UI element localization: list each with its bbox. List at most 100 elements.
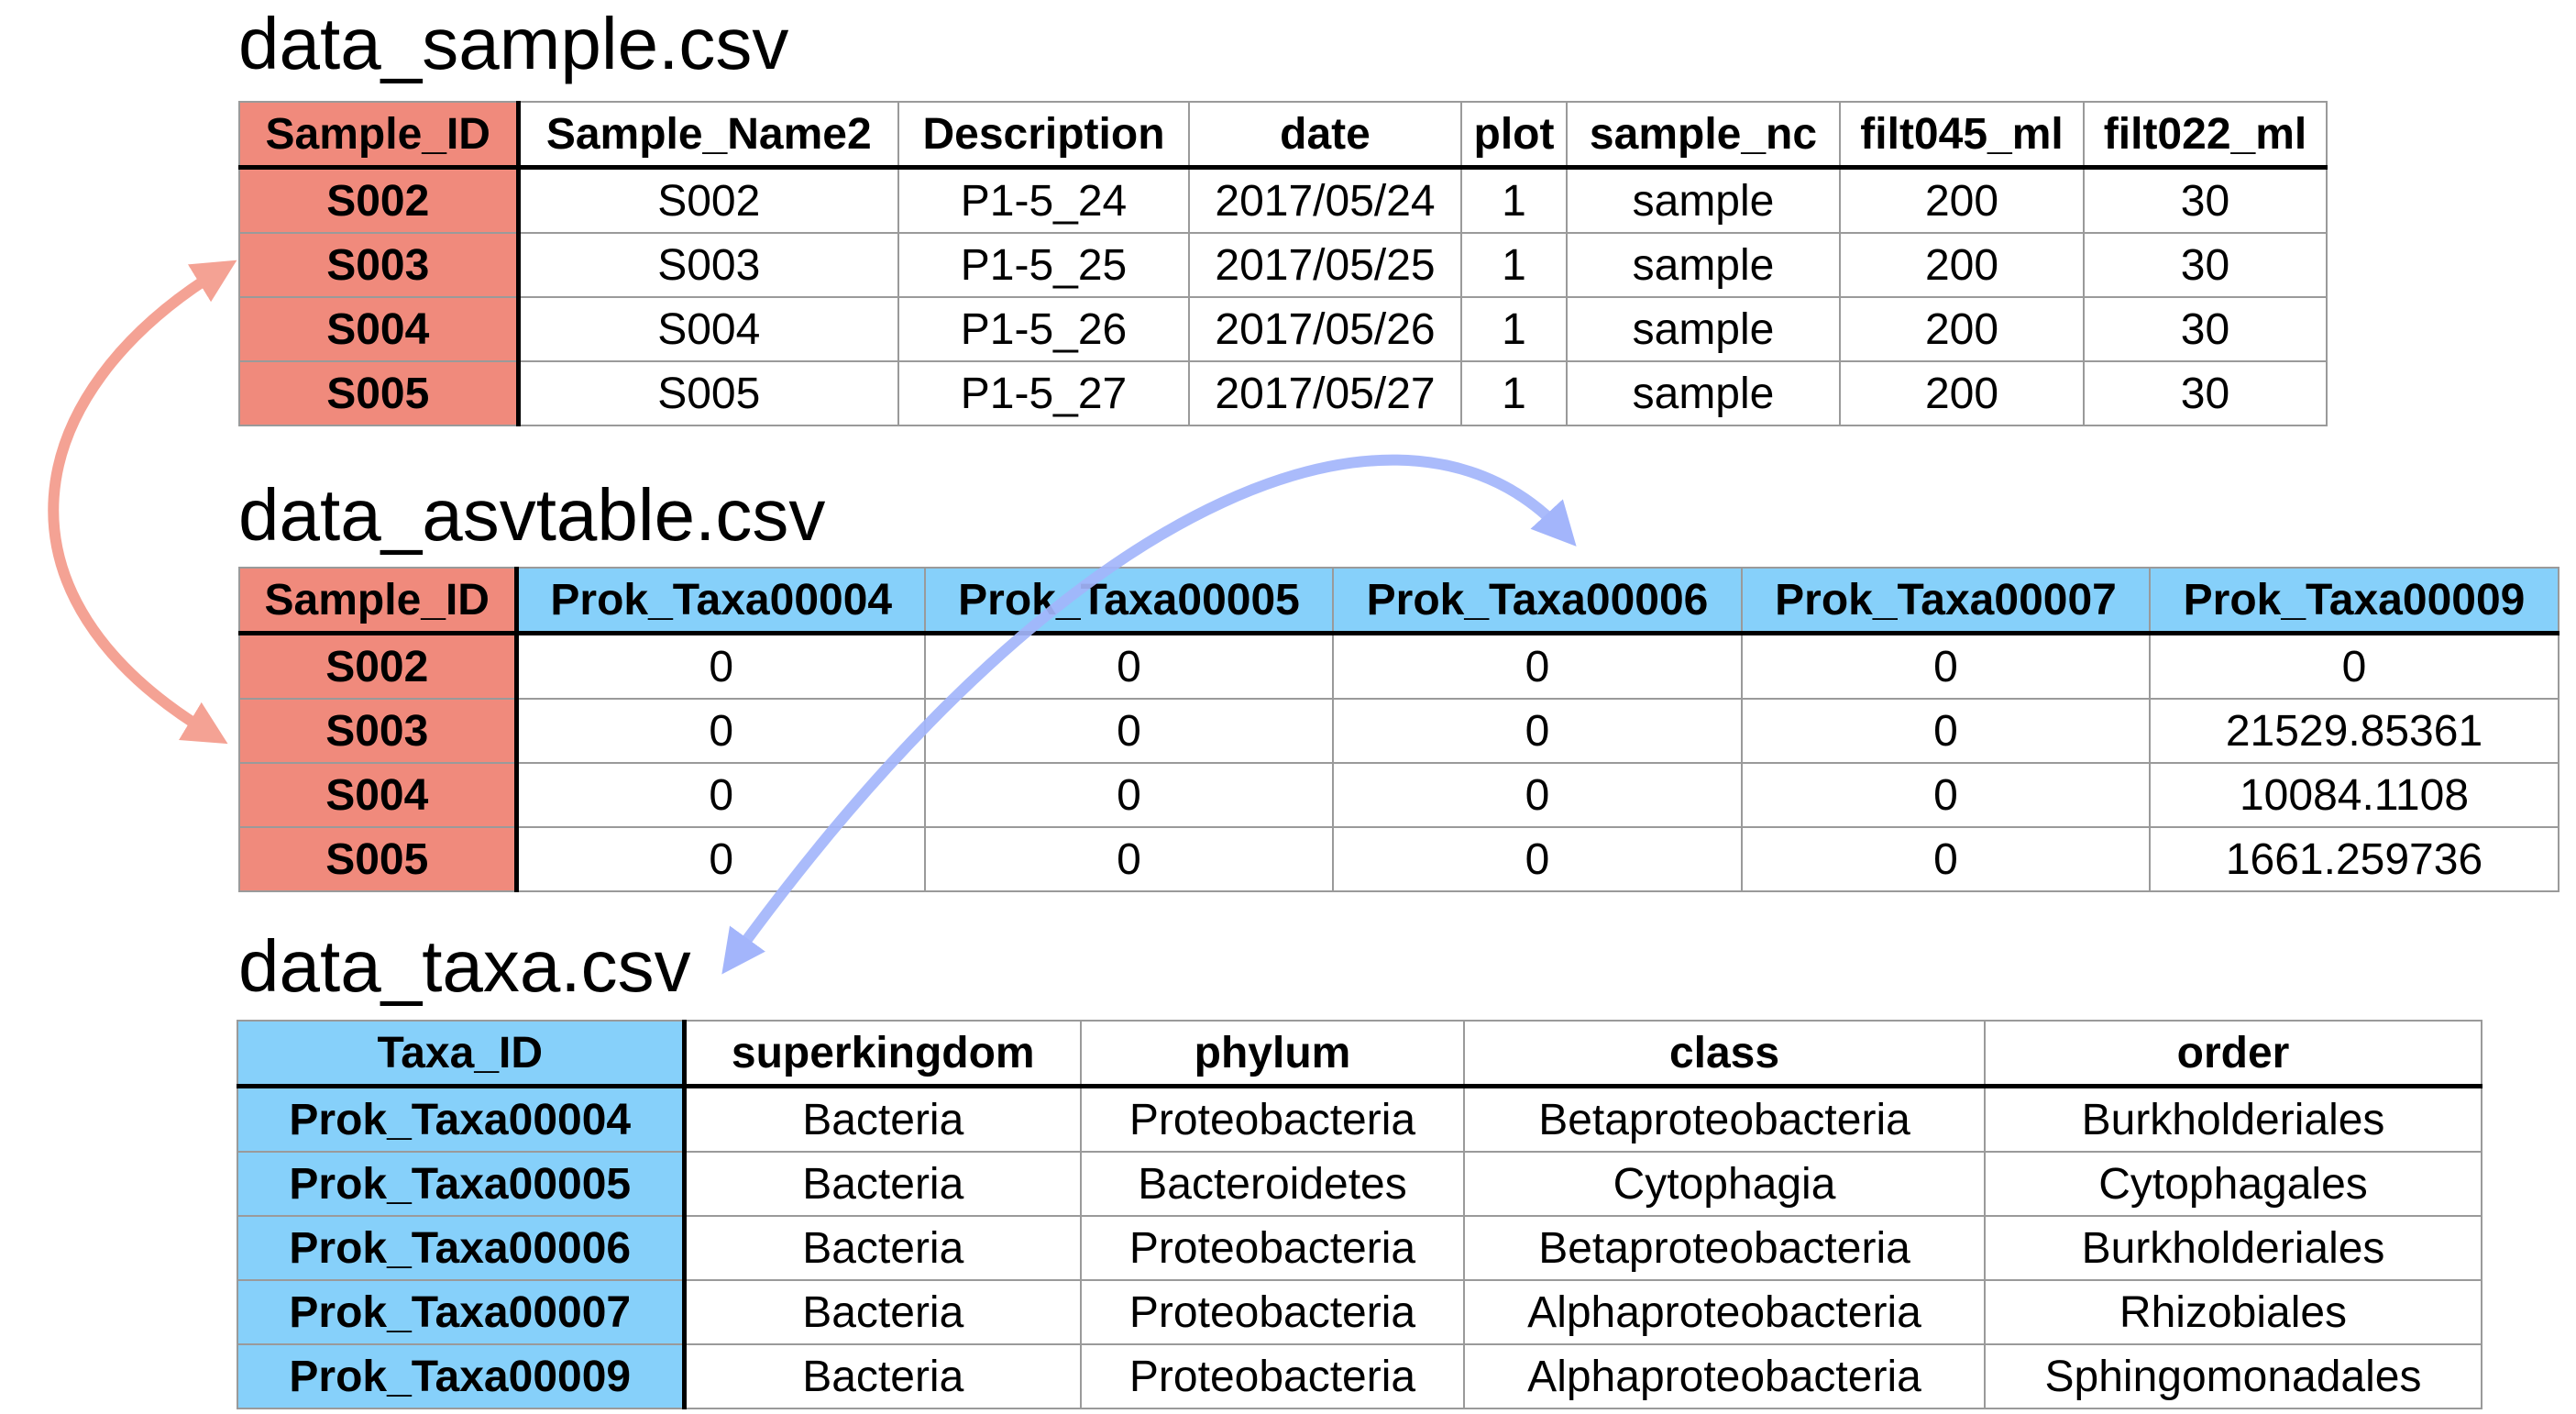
table-cell: P1-5_24 <box>897 166 1190 234</box>
taxa-id-cell: Prok_Taxa00009 <box>237 1343 687 1409</box>
table-cell: Betaproteobacteria <box>1463 1085 1986 1153</box>
table-cell: 2017/05/26 <box>1188 296 1462 362</box>
sample-table: Sample_ID Sample_Name2 Description date … <box>238 101 2328 426</box>
table-header-row: Sample_ID Prok_Taxa00004 Prok_Taxa00005 … <box>238 567 2559 635</box>
table-cell: 2017/05/27 <box>1188 360 1462 426</box>
table-cell: Burkholderiales <box>1984 1085 2482 1153</box>
taxa-table-title: data_taxa.csv <box>238 925 691 1007</box>
table-cell: 1 <box>1460 166 1568 234</box>
table-row: S005 S005 P1-5_27 2017/05/27 1 sample 20… <box>238 360 2328 426</box>
table-cell: 0 <box>515 698 926 764</box>
table-cell: Bacteria <box>683 1085 1082 1153</box>
table-cell: 200 <box>1839 360 2085 426</box>
table-row: S002 S002 P1-5_24 2017/05/24 1 sample 20… <box>238 166 2328 234</box>
table-cell: 0 <box>1741 826 2151 892</box>
sample-id-cell: S004 <box>238 296 521 362</box>
table-cell: Proteobacteria <box>1080 1085 1465 1153</box>
table-cell: 30 <box>2083 360 2328 426</box>
table-row: S003 S003 P1-5_25 2017/05/25 1 sample 20… <box>238 232 2328 298</box>
column-header: superkingdom <box>683 1020 1082 1088</box>
asv-table: Sample_ID Prok_Taxa00004 Prok_Taxa00005 … <box>238 567 2559 892</box>
table-cell: sample <box>1566 296 1841 362</box>
table-cell: Rhizobiales <box>1984 1279 2482 1345</box>
column-header: Taxa_ID <box>237 1020 687 1088</box>
table-row: Prok_Taxa00007 Bacteria Proteobacteria A… <box>237 1279 2482 1345</box>
table-cell: S004 <box>517 296 899 362</box>
column-header: phylum <box>1080 1020 1465 1088</box>
column-header: plot <box>1460 101 1568 170</box>
table-cell: Proteobacteria <box>1080 1215 1465 1281</box>
table-cell: Proteobacteria <box>1080 1279 1465 1345</box>
table-cell: 0 <box>924 632 1334 700</box>
table-row: Prok_Taxa00006 Bacteria Proteobacteria B… <box>237 1215 2482 1281</box>
column-header: Sample_Name2 <box>517 101 899 170</box>
table-cell: sample <box>1566 166 1841 234</box>
table-cell: Alphaproteobacteria <box>1463 1343 1986 1409</box>
table-cell: 2017/05/25 <box>1188 232 1462 298</box>
table-cell: 10084.1108 <box>2149 762 2559 828</box>
table-cell: 1 <box>1460 360 1568 426</box>
table-cell: Cytophagia <box>1463 1151 1986 1217</box>
table-cell: sample <box>1566 232 1841 298</box>
column-header: Prok_Taxa00009 <box>2149 567 2559 635</box>
taxa-id-cell: Prok_Taxa00007 <box>237 1279 687 1345</box>
table-cell: 30 <box>2083 296 2328 362</box>
table-cell: Bacteroidetes <box>1080 1151 1465 1217</box>
table-row: Prok_Taxa00004 Bacteria Proteobacteria B… <box>237 1085 2482 1153</box>
sample-id-cell: S002 <box>238 166 521 234</box>
column-header: order <box>1984 1020 2482 1088</box>
table-cell: Proteobacteria <box>1080 1343 1465 1409</box>
table-row: S003 0 0 0 0 21529.85361 <box>238 698 2559 764</box>
table-row: Prok_Taxa00009 Bacteria Proteobacteria A… <box>237 1343 2482 1409</box>
column-header: date <box>1188 101 1462 170</box>
sample-id-cell: S003 <box>238 698 519 764</box>
table-cell: 0 <box>1332 762 1743 828</box>
table-cell: 200 <box>1839 296 2085 362</box>
sample-id-cell: S003 <box>238 232 521 298</box>
column-header: Prok_Taxa00004 <box>515 567 926 635</box>
table-cell: 1 <box>1460 232 1568 298</box>
column-header: sample_nc <box>1566 101 1841 170</box>
column-header: filt022_ml <box>2083 101 2328 170</box>
table-cell: 30 <box>2083 166 2328 234</box>
table-cell: 0 <box>2149 632 2559 700</box>
column-header: Prok_Taxa00006 <box>1332 567 1743 635</box>
table-cell: 0 <box>1332 632 1743 700</box>
sample-id-cell: S005 <box>238 360 521 426</box>
table-cell: Alphaproteobacteria <box>1463 1279 1986 1345</box>
table-cell: 0 <box>515 632 926 700</box>
taxa-id-cell: Prok_Taxa00005 <box>237 1151 687 1217</box>
table-cell: 0 <box>1332 698 1743 764</box>
column-header: class <box>1463 1020 1986 1088</box>
table-cell: 0 <box>1741 698 2151 764</box>
table-cell: 0 <box>1741 762 2151 828</box>
table-cell: 0 <box>924 762 1334 828</box>
sample-id-cell: S002 <box>238 632 519 700</box>
table-cell: 21529.85361 <box>2149 698 2559 764</box>
table-cell: 0 <box>1332 826 1743 892</box>
asv-table-title: data_asvtable.csv <box>238 474 826 556</box>
table-cell: 0 <box>515 762 926 828</box>
table-cell: Betaproteobacteria <box>1463 1215 1986 1281</box>
column-header: Sample_ID <box>238 567 519 635</box>
table-header-row: Taxa_ID superkingdom phylum class order <box>237 1020 2482 1088</box>
table-cell: 1661.259736 <box>2149 826 2559 892</box>
double-headed-arrow-sample-link <box>48 260 237 745</box>
table-cell: Burkholderiales <box>1984 1215 2482 1281</box>
table-cell: S002 <box>517 166 899 234</box>
table-cell: S003 <box>517 232 899 298</box>
table-cell: Bacteria <box>683 1151 1082 1217</box>
sample-table-title: data_sample.csv <box>238 3 789 84</box>
table-cell: 2017/05/24 <box>1188 166 1462 234</box>
table-cell: Sphingomonadales <box>1984 1343 2482 1409</box>
table-cell: 0 <box>1741 632 2151 700</box>
sample-id-cell: S004 <box>238 762 519 828</box>
table-cell: P1-5_26 <box>897 296 1190 362</box>
taxa-id-cell: Prok_Taxa00004 <box>237 1085 687 1153</box>
table-header-row: Sample_ID Sample_Name2 Description date … <box>238 101 2328 170</box>
table-row: S005 0 0 0 0 1661.259736 <box>238 826 2559 892</box>
table-cell: Cytophagales <box>1984 1151 2482 1217</box>
table-cell: P1-5_25 <box>897 232 1190 298</box>
table-row: S004 S004 P1-5_26 2017/05/26 1 sample 20… <box>238 296 2328 362</box>
table-cell: sample <box>1566 360 1841 426</box>
